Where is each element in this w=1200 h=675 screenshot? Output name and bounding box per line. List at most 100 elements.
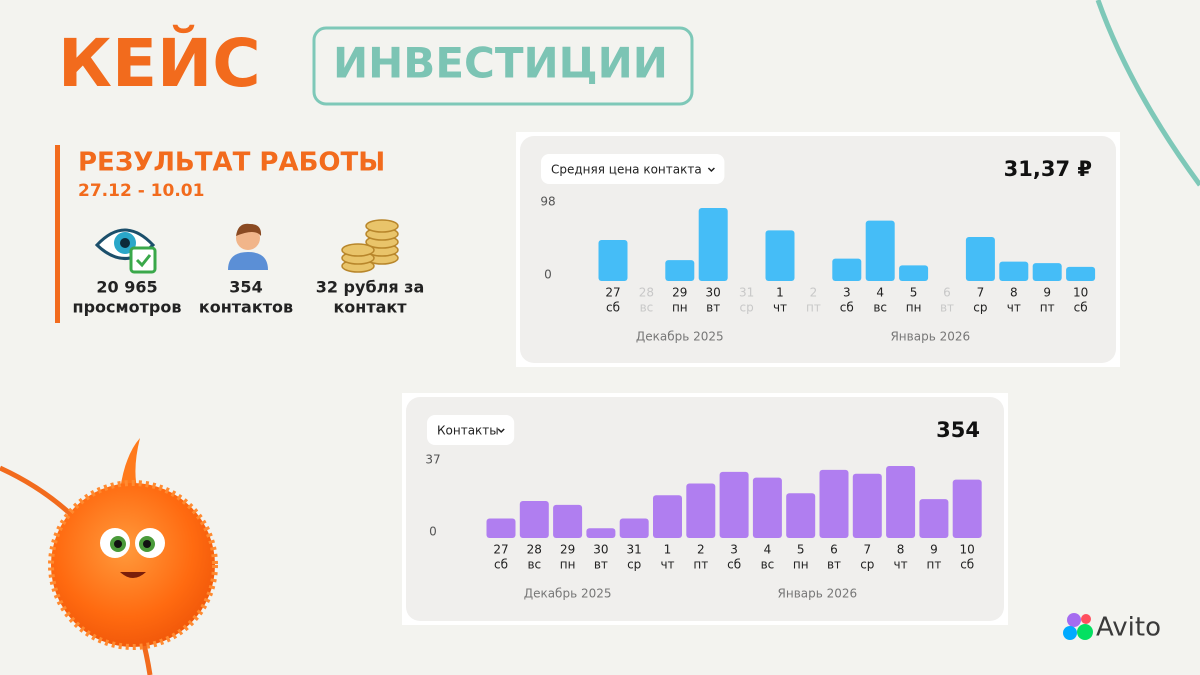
x-tick-label: 9 — [1043, 286, 1051, 300]
stat-text: 20 965 — [96, 278, 157, 297]
x-tick-label: 7 — [977, 286, 985, 300]
x-weekday-label: ср — [860, 558, 874, 572]
results-period: 27.12 - 10.01 — [78, 181, 204, 201]
month-label: Январь 2026 — [778, 587, 858, 601]
x-weekday-label: сб — [727, 558, 741, 572]
accent-bar — [55, 145, 60, 323]
x-weekday-label: пт — [693, 558, 708, 572]
x-weekday-label: сб — [840, 301, 854, 315]
bar — [619, 518, 649, 538]
x-tick-label: 5 — [910, 286, 918, 300]
x-weekday-label: вс — [761, 558, 775, 572]
dropdown[interactable] — [541, 154, 725, 184]
total: 354 — [936, 418, 980, 442]
stat-text: 354 — [229, 278, 262, 297]
x-tick-label: 27 — [605, 286, 620, 300]
x-tick-label: 2 — [810, 286, 818, 300]
bar — [486, 518, 516, 538]
x-tick-label: 28 — [527, 543, 542, 557]
coins-icon — [341, 219, 399, 273]
chart-panel — [520, 136, 1116, 363]
bar — [865, 220, 895, 281]
x-weekday-label: пт — [926, 558, 941, 572]
month-label: Декабрь 2025 — [636, 330, 724, 344]
x-weekday-label: вт — [706, 301, 720, 315]
x-tick-label: 28 — [639, 286, 654, 300]
month-label: Январь 2026 — [890, 330, 970, 344]
x-weekday-label: пн — [672, 301, 688, 315]
bar — [1032, 263, 1062, 281]
x-weekday-label: пн — [906, 301, 922, 315]
stat-text: 32 рубля за — [316, 278, 425, 297]
x-weekday-label: пт — [1040, 301, 1055, 315]
x-weekday-label: сб — [494, 558, 508, 572]
x-weekday-label: пт — [806, 301, 821, 315]
x-weekday-label: пн — [793, 558, 809, 572]
x-tick-label: 31 — [739, 286, 754, 300]
dropdown-label: Контакты — [437, 424, 499, 438]
bar — [852, 473, 882, 538]
tag: ИНВЕСТИЦИИ — [333, 39, 668, 88]
person-icon — [228, 223, 268, 270]
avito-logo — [1063, 613, 1093, 640]
x-tick-label: 1 — [776, 286, 784, 300]
bar — [598, 240, 628, 281]
bar — [1066, 266, 1096, 281]
x-tick-label: 2 — [697, 543, 705, 557]
x-tick-label: 10 — [1073, 286, 1088, 300]
x-tick-label: 1 — [664, 543, 672, 557]
bar — [819, 469, 849, 538]
x-tick-label: 3 — [730, 543, 738, 557]
x-weekday-label: ср — [973, 301, 987, 315]
bar — [586, 528, 616, 538]
bar — [965, 237, 995, 281]
x-weekday-label: вс — [873, 301, 887, 315]
x-tick-label: 29 — [672, 286, 687, 300]
dropdown-caret — [707, 167, 715, 173]
x-tick-label: 6 — [830, 543, 838, 557]
x-tick-label: 30 — [706, 286, 721, 300]
bar — [919, 499, 949, 538]
x-weekday-label: вс — [527, 558, 541, 572]
dropdown-caret — [497, 428, 505, 434]
x-tick-label: 30 — [593, 543, 608, 557]
bar — [698, 208, 728, 281]
total: 31,37 ₽ — [1004, 157, 1092, 181]
bar — [686, 483, 716, 538]
bar — [653, 495, 682, 538]
x-tick-label: 5 — [797, 543, 805, 557]
x-weekday-label: чт — [773, 301, 787, 315]
x-weekday-label: вт — [827, 558, 841, 572]
bar — [886, 466, 916, 538]
y-tick-label: 37 — [425, 453, 440, 467]
x-tick-label: 27 — [493, 543, 508, 557]
x-tick-label: 31 — [627, 543, 642, 557]
x-tick-label: 4 — [876, 286, 884, 300]
x-weekday-label: сб — [1074, 301, 1088, 315]
title: КЕЙС — [58, 24, 261, 102]
bar — [899, 265, 929, 281]
x-tick-label: 7 — [863, 543, 871, 557]
dropdown[interactable] — [427, 415, 515, 445]
x-weekday-label: вс — [640, 301, 654, 315]
mascot — [48, 438, 218, 650]
x-weekday-label: сб — [606, 301, 620, 315]
bar — [519, 501, 549, 538]
stat-text: контактов — [199, 298, 293, 317]
y-tick-label: 0 — [544, 268, 552, 282]
bar — [832, 258, 862, 281]
x-tick-label: 10 — [960, 543, 975, 557]
eye-icon — [94, 228, 157, 274]
x-tick-label: 29 — [560, 543, 575, 557]
x-weekday-label: сб — [960, 558, 974, 572]
x-weekday-label: пн — [560, 558, 576, 572]
x-tick-label: 9 — [930, 543, 938, 557]
month-label: Декабрь 2025 — [524, 587, 612, 601]
results-title: РЕЗУЛЬТАТ РАБОТЫ — [78, 148, 385, 178]
x-tick-label: 8 — [897, 543, 905, 557]
x-tick-label: 8 — [1010, 286, 1018, 300]
brand: Avito — [1096, 613, 1161, 643]
x-weekday-label: ср — [739, 301, 753, 315]
x-tick-label: 3 — [843, 286, 851, 300]
x-weekday-label: вт — [594, 558, 608, 572]
